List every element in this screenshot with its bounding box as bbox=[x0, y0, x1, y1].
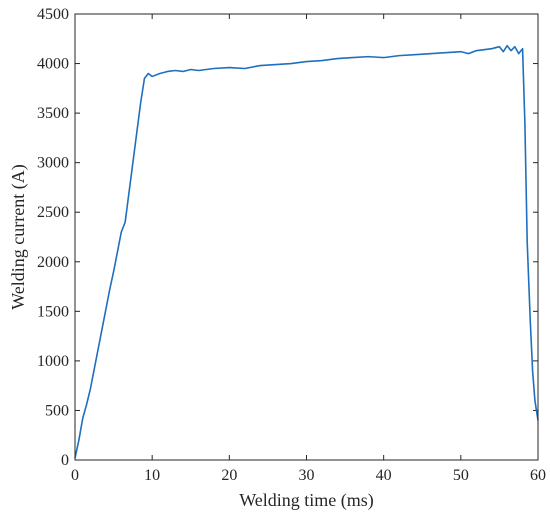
x-tick-label: 30 bbox=[299, 467, 315, 484]
y-tick-label: 3000 bbox=[37, 155, 69, 172]
x-tick-label: 40 bbox=[376, 467, 392, 484]
plot-area-frame bbox=[74, 13, 539, 461]
x-tick-label: 20 bbox=[221, 467, 237, 484]
y-axis-title: Welding current (A) bbox=[8, 164, 29, 310]
axis-ticks: 0 10 20 30 40 50 60 0 500 1000 1500 2000 2500 3000 350… bbox=[37, 6, 546, 484]
y-tick-label: 2500 bbox=[37, 204, 69, 221]
series-line bbox=[74, 44, 539, 459]
x-axis-title: Welding time (ms) bbox=[239, 490, 374, 511]
x-tick-label: 60 bbox=[530, 467, 546, 484]
y-tick-label: 4000 bbox=[37, 56, 69, 73]
y-tick-label: 1000 bbox=[37, 353, 69, 370]
y-tick-label: 1500 bbox=[37, 303, 69, 320]
x-tick-label: 50 bbox=[453, 467, 469, 484]
y-tick-label: 4500 bbox=[37, 6, 69, 23]
y-tick-label: 500 bbox=[45, 402, 69, 419]
x-tick-label: 10 bbox=[144, 467, 160, 484]
y-tick-label: 0 bbox=[61, 452, 69, 469]
y-tick-label: 3500 bbox=[37, 105, 69, 122]
y-tick-label: 2000 bbox=[37, 254, 69, 271]
x-tick-label: 0 bbox=[71, 467, 79, 484]
